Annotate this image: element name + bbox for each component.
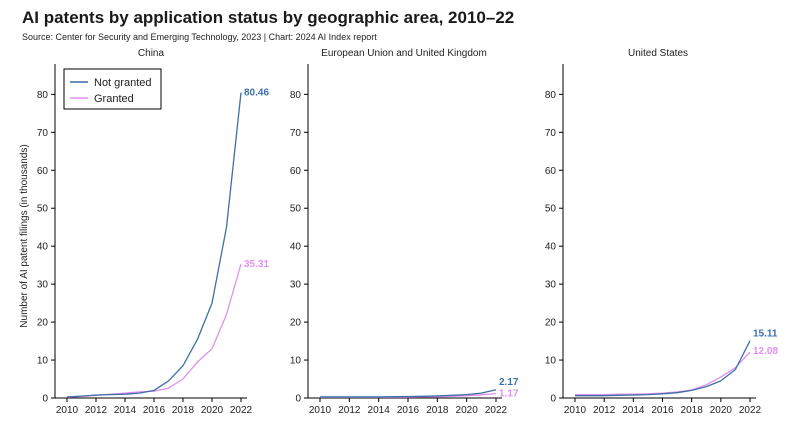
y-tick-label: 40 (290, 242, 302, 253)
x-tick-label: 2012 (338, 405, 361, 416)
x-tick-label: 2016 (143, 405, 166, 416)
series-line-not-granted (575, 340, 751, 397)
y-tick-label: 10 (545, 356, 557, 367)
x-tick-label: 2018 (681, 405, 704, 416)
y-tick-label: 80 (290, 90, 302, 101)
y-tick-label: 30 (545, 280, 557, 291)
x-tick-label: 2016 (651, 405, 674, 416)
end-value-label: 2.17 (499, 377, 519, 388)
chart-panel-2: United States 0 10 20 30 40 50 60 70 80 2010 2012 20… (545, 48, 779, 416)
end-value-label: 12.08 (753, 346, 778, 357)
x-tick-label: 2018 (426, 405, 449, 416)
y-axis-label: Number of AI patent filings (in thousand… (19, 144, 30, 327)
panel-title: European Union and United Kingdom (321, 48, 487, 59)
y-tick-label: 70 (37, 128, 49, 139)
x-tick-label: 2012 (85, 405, 108, 416)
x-tick-label: 2020 (710, 405, 733, 416)
y-tick-label: 60 (290, 166, 302, 177)
y-tick-label: 0 (550, 394, 556, 405)
legend-box (63, 68, 162, 110)
y-tick-label: 50 (290, 204, 302, 215)
x-tick-label: 2020 (201, 405, 224, 416)
y-tick-label: 60 (545, 166, 557, 177)
chart-panel-1: European Union and United Kingdom 0 10 20 30… (290, 48, 519, 416)
chart-title: AI patents by application status by geog… (22, 8, 515, 27)
x-tick-label: 2020 (456, 405, 479, 416)
y-tick-label: 10 (290, 356, 302, 367)
series-line-not-granted (320, 389, 497, 398)
y-tick-label: 10 (37, 356, 49, 367)
x-tick-label: 2010 (56, 405, 79, 416)
y-tick-label: 0 (295, 394, 301, 405)
y-tick-label: 60 (37, 166, 49, 177)
x-tick-label: 2010 (564, 405, 587, 416)
y-tick-label: 30 (37, 280, 49, 291)
y-tick-label: 80 (545, 90, 557, 101)
y-tick-label: 0 (42, 394, 48, 405)
x-tick-label: 2022 (485, 405, 508, 416)
chart-panel-0: China 0 10 20 30 40 50 60 70 80 2010 2012 2014 2016 20… (19, 48, 269, 416)
y-tick-label: 50 (545, 204, 557, 215)
x-tick-label: 2014 (114, 405, 137, 416)
end-value-label: 15.11 (753, 329, 778, 340)
y-tick-label: 30 (290, 280, 302, 291)
series-line-granted (575, 351, 751, 396)
y-tick-label: 20 (37, 318, 49, 329)
x-tick-label: 2014 (622, 405, 645, 416)
x-tick-label: 2018 (172, 405, 195, 416)
end-value-label: 80.46 (244, 88, 269, 99)
legend-label: Not granted (94, 77, 151, 89)
x-tick-label: 2022 (739, 405, 762, 416)
end-value-label: 1.17 (499, 389, 519, 400)
panel-title: China (138, 48, 165, 59)
y-tick-label: 50 (37, 204, 49, 215)
series-line-granted (66, 263, 242, 398)
legend-label: Granted (94, 93, 134, 105)
x-tick-label: 2012 (593, 405, 616, 416)
panel-title: United States (628, 48, 688, 59)
end-value-label: 35.31 (244, 259, 269, 270)
x-tick-label: 2010 (309, 405, 332, 416)
y-tick-label: 40 (545, 242, 557, 253)
x-tick-label: 2016 (397, 405, 420, 416)
y-tick-label: 70 (545, 128, 557, 139)
y-tick-label: 20 (545, 318, 557, 329)
x-tick-label: 2014 (368, 405, 391, 416)
x-tick-label: 2022 (230, 405, 253, 416)
y-tick-label: 40 (37, 242, 49, 253)
y-tick-label: 20 (290, 318, 302, 329)
legend: Not granted Granted (63, 68, 162, 110)
y-tick-label: 80 (37, 90, 49, 101)
chart-source: Source: Center for Security and Emerging… (22, 32, 377, 42)
series-line-not-granted (66, 92, 242, 398)
y-tick-label: 70 (290, 128, 302, 139)
